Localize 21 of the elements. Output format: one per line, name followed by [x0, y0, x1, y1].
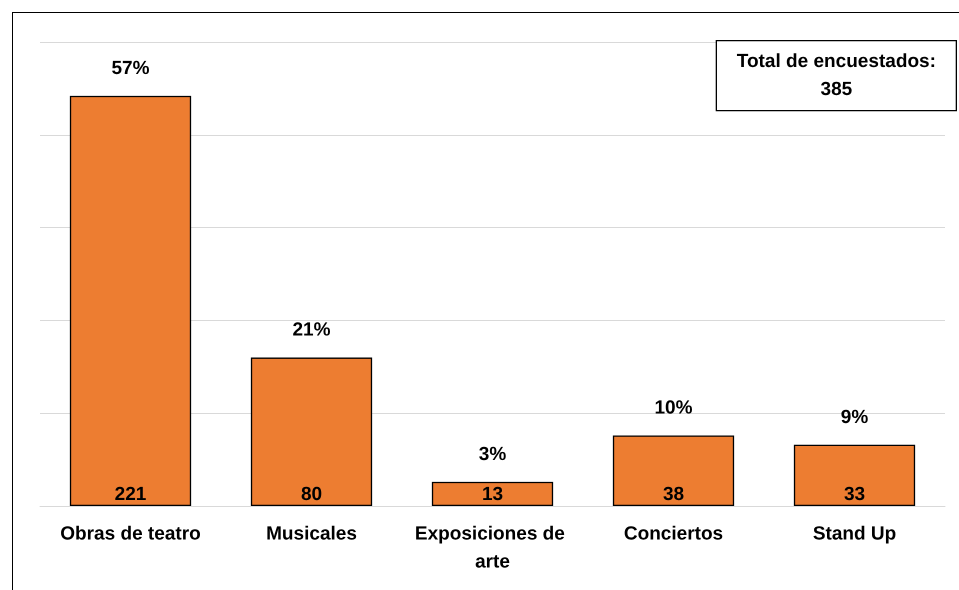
- bar: [432, 482, 554, 506]
- annotation: 21%: [292, 320, 331, 341]
- annotation: Total de encuestados: 385: [736, 51, 936, 100]
- annotation: 3%: [478, 444, 506, 465]
- bar: [612, 435, 734, 506]
- data-label: 38: [662, 484, 684, 505]
- x-tick-label: Exposiciones de arte: [414, 524, 570, 572]
- data-label: 33: [844, 484, 866, 505]
- annotation: 10%: [654, 397, 693, 418]
- x-tick-label: Musicales: [266, 524, 357, 544]
- annotation: 9%: [840, 406, 868, 428]
- bar: [70, 96, 192, 506]
- x-tick-label: Obras de teatro: [60, 524, 201, 544]
- bar: [250, 358, 372, 506]
- bar: [794, 444, 916, 506]
- data-label: 221: [114, 484, 147, 505]
- annotation: 57%: [111, 58, 150, 79]
- data-label: 13: [482, 484, 504, 505]
- x-tick-label: Conciertos: [624, 524, 724, 544]
- x-tick-label: Stand Up: [812, 524, 896, 544]
- data-label: 80: [300, 484, 322, 505]
